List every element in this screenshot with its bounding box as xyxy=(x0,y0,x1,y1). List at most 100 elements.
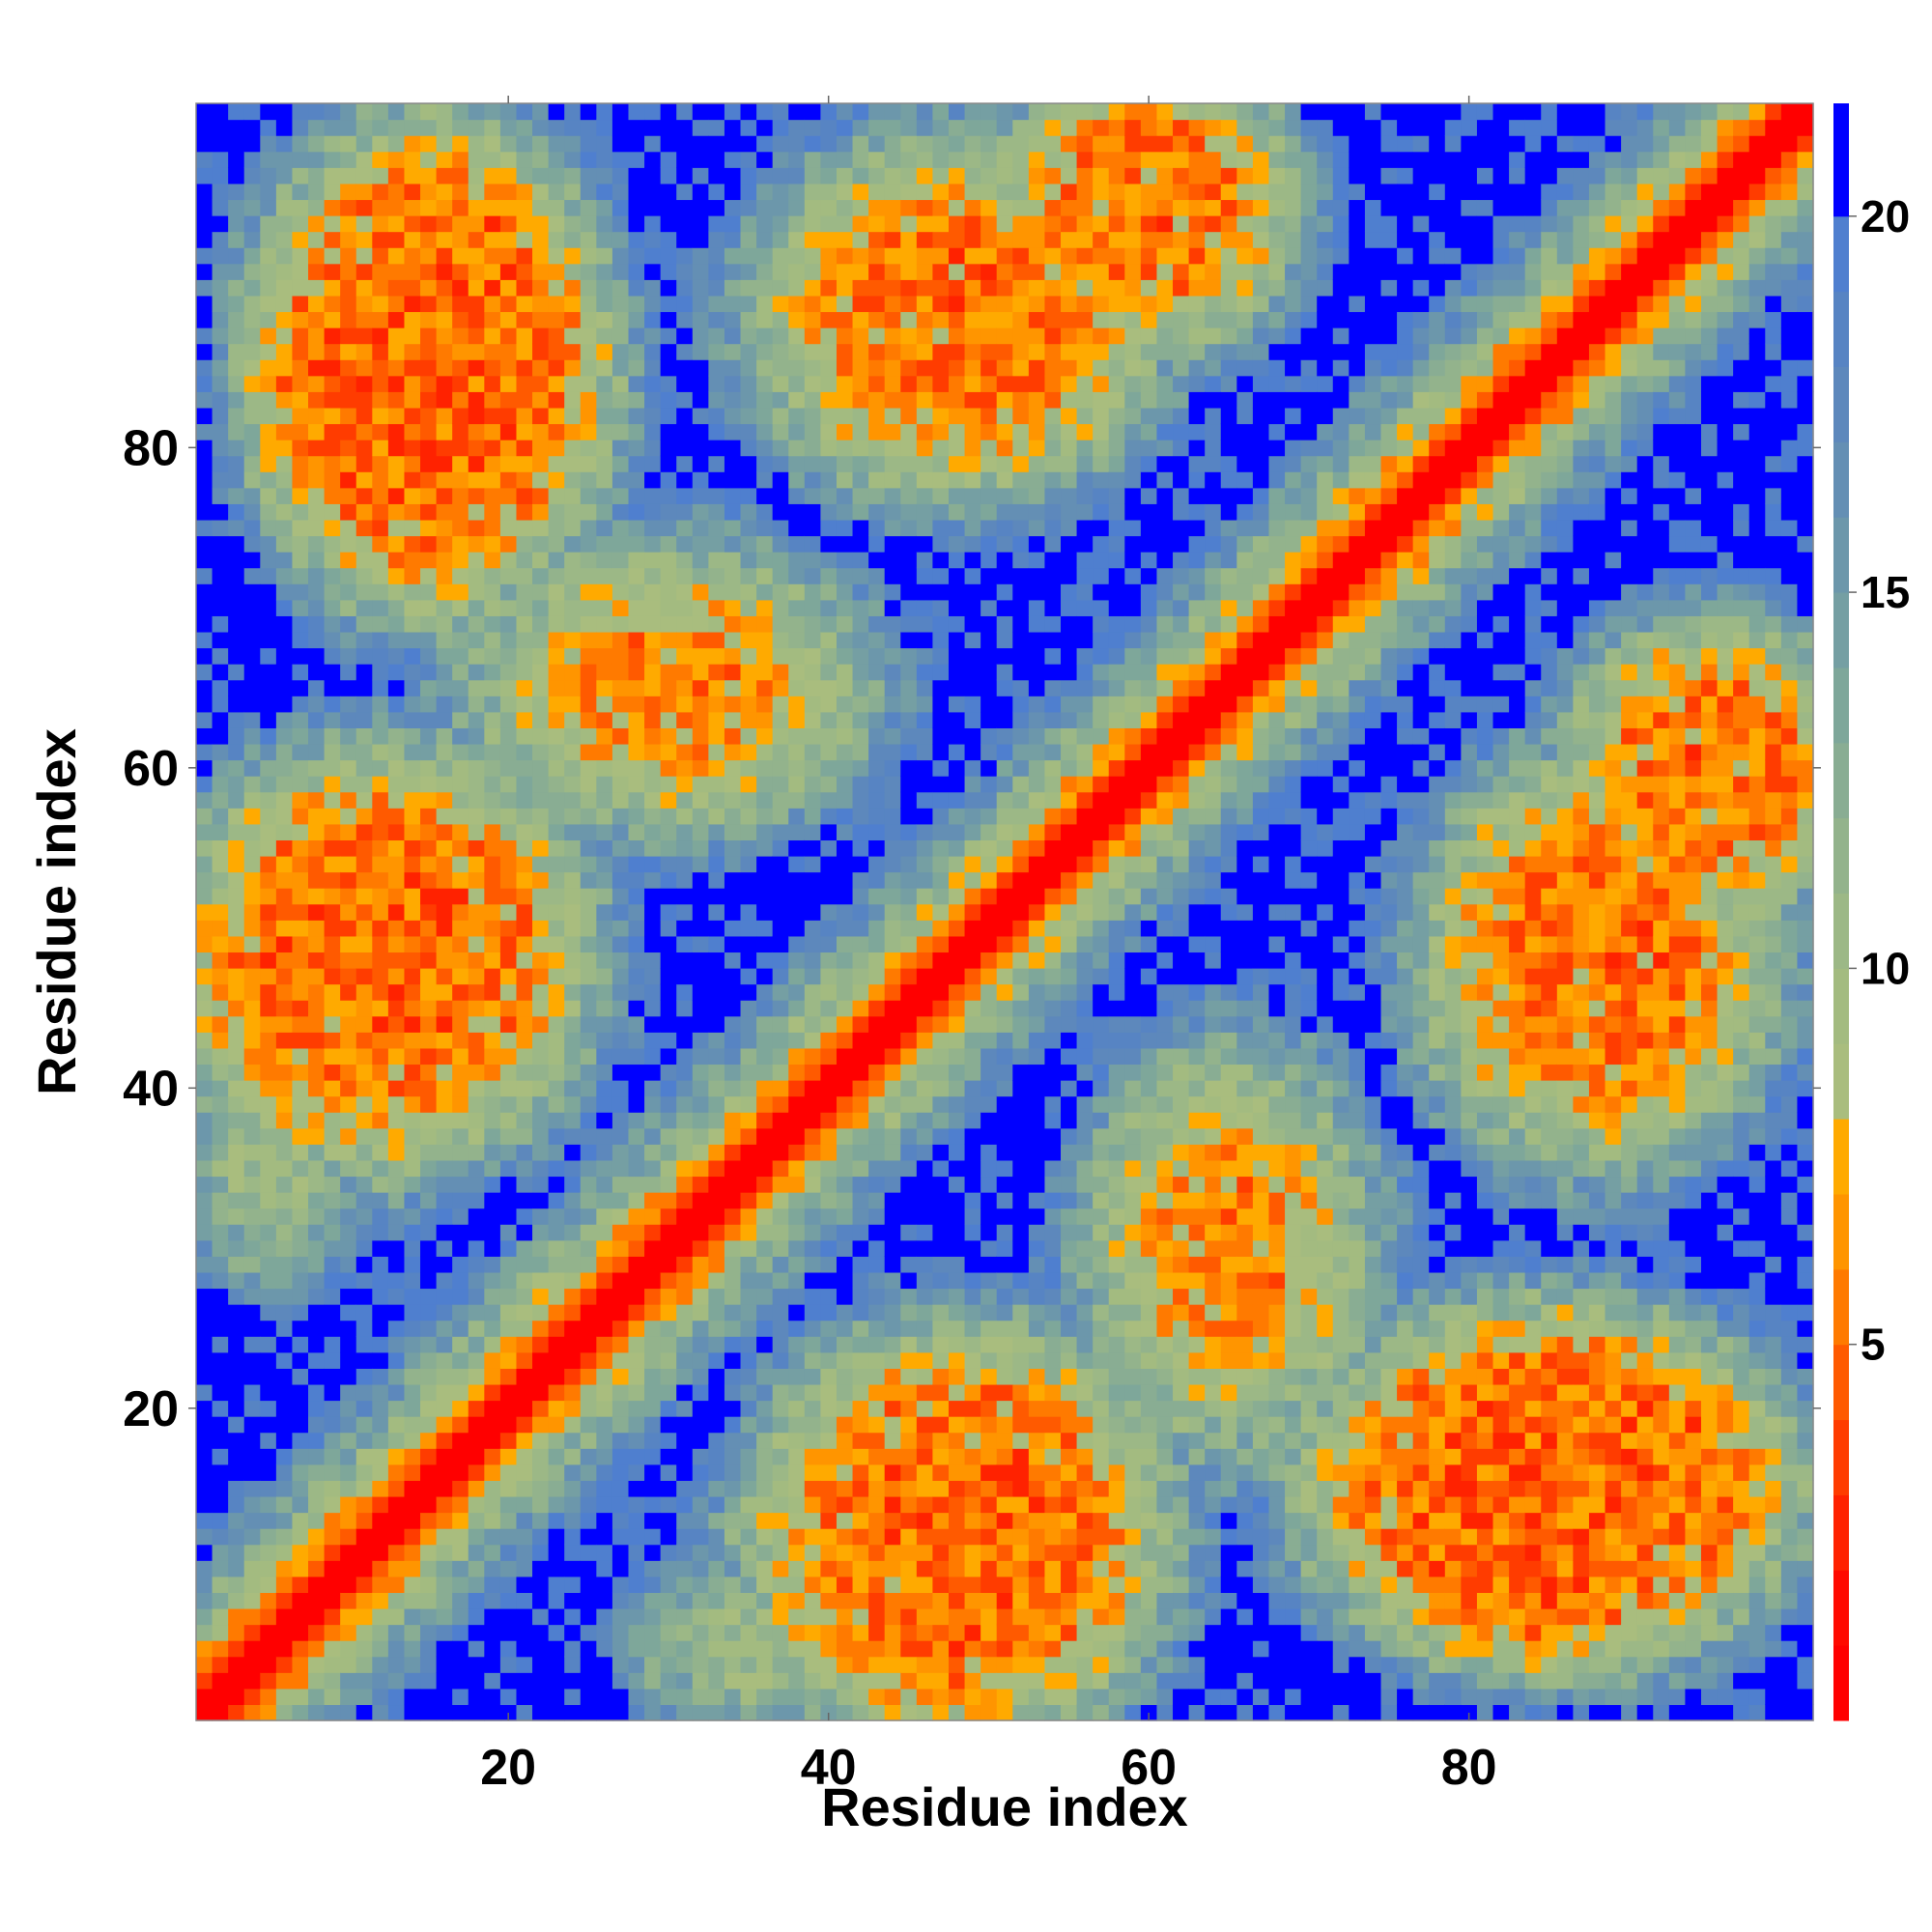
heatmap-cell xyxy=(611,1688,630,1706)
heatmap-cell xyxy=(884,743,901,761)
heatmap-cell xyxy=(292,1080,309,1097)
heatmap-cell xyxy=(580,455,597,472)
heatmap-cell xyxy=(420,1208,438,1225)
heatmap-cell xyxy=(548,1383,565,1402)
heatmap-cell xyxy=(564,1320,582,1337)
heatmap-cell xyxy=(660,1208,677,1225)
heatmap-cell xyxy=(980,1416,998,1434)
heatmap-cell xyxy=(644,1495,662,1514)
heatmap-cell xyxy=(708,1095,725,1113)
heatmap-cell xyxy=(852,552,869,569)
heatmap-cell xyxy=(548,503,565,521)
heatmap-cell xyxy=(564,1224,582,1241)
heatmap-cell xyxy=(468,1688,485,1706)
heatmap-cell xyxy=(644,311,662,328)
heatmap-cell xyxy=(836,1448,854,1465)
heatmap-cell xyxy=(484,615,501,633)
heatmap-cell xyxy=(275,647,294,665)
heatmap-cell xyxy=(532,1368,550,1385)
heatmap-cell xyxy=(340,487,357,504)
heatmap-cell xyxy=(532,647,550,665)
heatmap-cell xyxy=(948,1304,966,1321)
heatmap-cell xyxy=(852,679,869,696)
heatmap-cell xyxy=(804,711,821,728)
heatmap-cell xyxy=(355,920,373,937)
heatmap-cell xyxy=(260,343,277,360)
heatmap-cell xyxy=(628,1512,645,1529)
heatmap-cell xyxy=(852,664,869,681)
heatmap-cell xyxy=(308,1624,326,1641)
heatmap-cell xyxy=(212,1704,229,1721)
heatmap-cell xyxy=(756,1368,774,1385)
heatmap-cell xyxy=(452,375,469,392)
heatmap-cell xyxy=(275,1336,294,1353)
heatmap-cell xyxy=(228,119,245,136)
heatmap-cell xyxy=(260,167,277,185)
heatmap-cell xyxy=(804,871,821,889)
heatmap-cell xyxy=(228,1672,245,1690)
heatmap-cell xyxy=(468,664,485,681)
heatmap-cell xyxy=(484,343,501,360)
heatmap-cell xyxy=(260,583,277,601)
heatmap-cell xyxy=(548,407,565,425)
heatmap-cell xyxy=(868,968,886,985)
heatmap-cell xyxy=(788,167,806,185)
heatmap-cell xyxy=(436,1351,453,1369)
heatmap-cell xyxy=(260,1271,277,1290)
heatmap-cell xyxy=(756,1095,774,1113)
heatmap-cell xyxy=(355,664,373,681)
heatmap-cell xyxy=(980,1448,998,1465)
heatmap-cell xyxy=(948,1448,966,1465)
heatmap-cell xyxy=(756,471,774,489)
heatmap-cell xyxy=(836,1480,854,1497)
heatmap-cell xyxy=(499,791,518,809)
heatmap-cell xyxy=(372,1336,389,1353)
heatmap-cell xyxy=(484,1480,501,1497)
heatmap-cell xyxy=(884,1640,901,1658)
heatmap-cell xyxy=(788,311,806,328)
heatmap-cell xyxy=(788,727,806,745)
heatmap-cell xyxy=(724,1592,742,1609)
heatmap-cell xyxy=(900,1512,918,1529)
heatmap-cell xyxy=(964,455,981,472)
heatmap-cell xyxy=(260,871,277,889)
heatmap-cell xyxy=(196,888,213,905)
heatmap-cell xyxy=(308,391,326,409)
heatmap-cell xyxy=(420,823,438,841)
heatmap-cell xyxy=(564,631,582,649)
heatmap-cell xyxy=(420,279,438,297)
heatmap-cell xyxy=(468,1144,485,1161)
heatmap-cell xyxy=(420,647,438,665)
heatmap-cell xyxy=(756,727,774,745)
heatmap-cell xyxy=(900,199,918,216)
heatmap-cell xyxy=(884,183,901,201)
heatmap-cell xyxy=(676,583,694,601)
heatmap-cell xyxy=(196,679,213,696)
heatmap-cell xyxy=(676,1624,694,1641)
heatmap-cell xyxy=(596,1192,613,1209)
heatmap-cell xyxy=(228,199,245,216)
heatmap-cell xyxy=(740,1528,757,1546)
heatmap-cell xyxy=(212,1192,229,1209)
heatmap-cell xyxy=(499,1239,518,1257)
heatmap-cell xyxy=(499,935,518,953)
heatmap-cell xyxy=(532,503,550,521)
heatmap-cell xyxy=(916,1192,934,1209)
heatmap-cell xyxy=(900,1463,918,1481)
heatmap-cell xyxy=(275,327,294,345)
heatmap-cell xyxy=(628,1624,645,1641)
heatmap-cell xyxy=(387,167,406,185)
heatmap-cell xyxy=(196,1688,213,1706)
heatmap-cell xyxy=(644,1463,662,1481)
heatmap-cell xyxy=(692,375,709,392)
heatmap-cell xyxy=(516,679,533,696)
heatmap-cell xyxy=(499,808,518,825)
heatmap-cell xyxy=(196,871,213,889)
heatmap-cell xyxy=(884,471,901,489)
heatmap-cell xyxy=(916,727,934,745)
heatmap-cell xyxy=(387,231,406,248)
heatmap-cell xyxy=(228,1112,245,1129)
heatmap-cell xyxy=(275,423,294,440)
heatmap-cell xyxy=(740,631,757,649)
heatmap-cell xyxy=(532,1271,550,1290)
